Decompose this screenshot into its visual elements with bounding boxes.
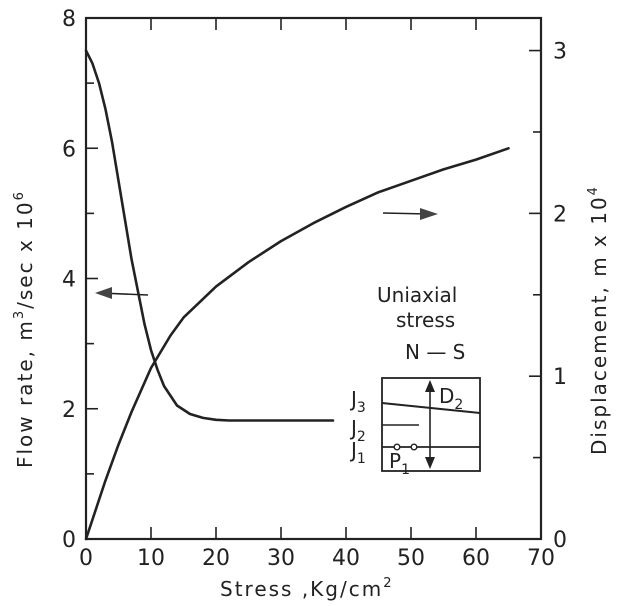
y-right-tick-label: 2 [553,202,567,227]
flow-rate-axis-arrow [95,287,149,299]
label-j1: J1 [349,438,366,467]
label-d2: D2 [439,384,463,413]
annotation-uniaxial: Uniaxial [377,283,457,307]
y-right-tick-label: 0 [553,528,567,553]
x-tick-label: 50 [397,546,425,571]
x-tick-label: 20 [202,546,230,571]
probe-point-1 [393,443,401,451]
probe-point-2 [410,443,418,451]
y-left-tick-label: 2 [62,398,76,423]
y-left-tick-label: 8 [62,7,76,32]
x-axis-title: Stress ,Kg/cm2 [220,576,394,601]
x-tick-label: 30 [267,546,295,571]
y-right-tick-labels: 0 1 2 3 [553,40,567,553]
joint-inset-diagram [381,377,481,472]
x-tick-label: 40 [332,546,360,571]
y-left-tick-label: 6 [62,137,76,162]
x-tick-label: 0 [79,546,93,571]
joint-j3-line [381,402,481,414]
y-left-tick-label: 4 [62,268,76,293]
annotation-orientation: N — S [405,340,465,364]
axis-ticks [85,17,542,540]
y-right-axis-title: Displacement, m x 104 [586,185,611,455]
d2-arrow-head-bottom [425,457,435,469]
x-tick-label: 70 [527,546,555,571]
displacement-series-line [84,147,510,541]
d2-arrow-head-top [425,380,435,392]
displacement-axis-arrow [382,208,438,220]
y-right-tick-label: 3 [553,40,567,65]
annotation-stress: stress [396,308,455,332]
plot-frame [84,16,543,541]
label-j2: J2 [349,416,366,445]
y-left-tick-labels: 0 2 4 6 8 [62,7,76,553]
flow-rate-series-line [84,49,335,422]
x-tick-label: 60 [462,546,490,571]
label-p1: P1 [389,449,410,478]
y-right-tick-label: 1 [553,365,567,390]
y-left-axis-title: Flow rate, m3/sec x 106 [12,190,37,468]
y-left-tick-label: 0 [62,528,76,553]
x-tick-labels: 0 10 20 30 40 50 60 70 [79,546,555,571]
x-tick-label: 10 [137,546,165,571]
label-j3: J3 [349,387,366,416]
